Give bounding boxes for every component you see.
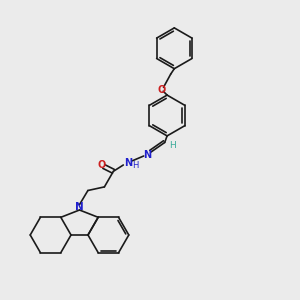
Text: N: N — [75, 202, 84, 212]
Text: O: O — [97, 160, 106, 170]
Text: H: H — [132, 161, 139, 170]
Text: N: N — [143, 149, 152, 160]
Text: N: N — [124, 158, 133, 168]
Text: O: O — [158, 85, 166, 95]
Text: H: H — [169, 141, 175, 150]
